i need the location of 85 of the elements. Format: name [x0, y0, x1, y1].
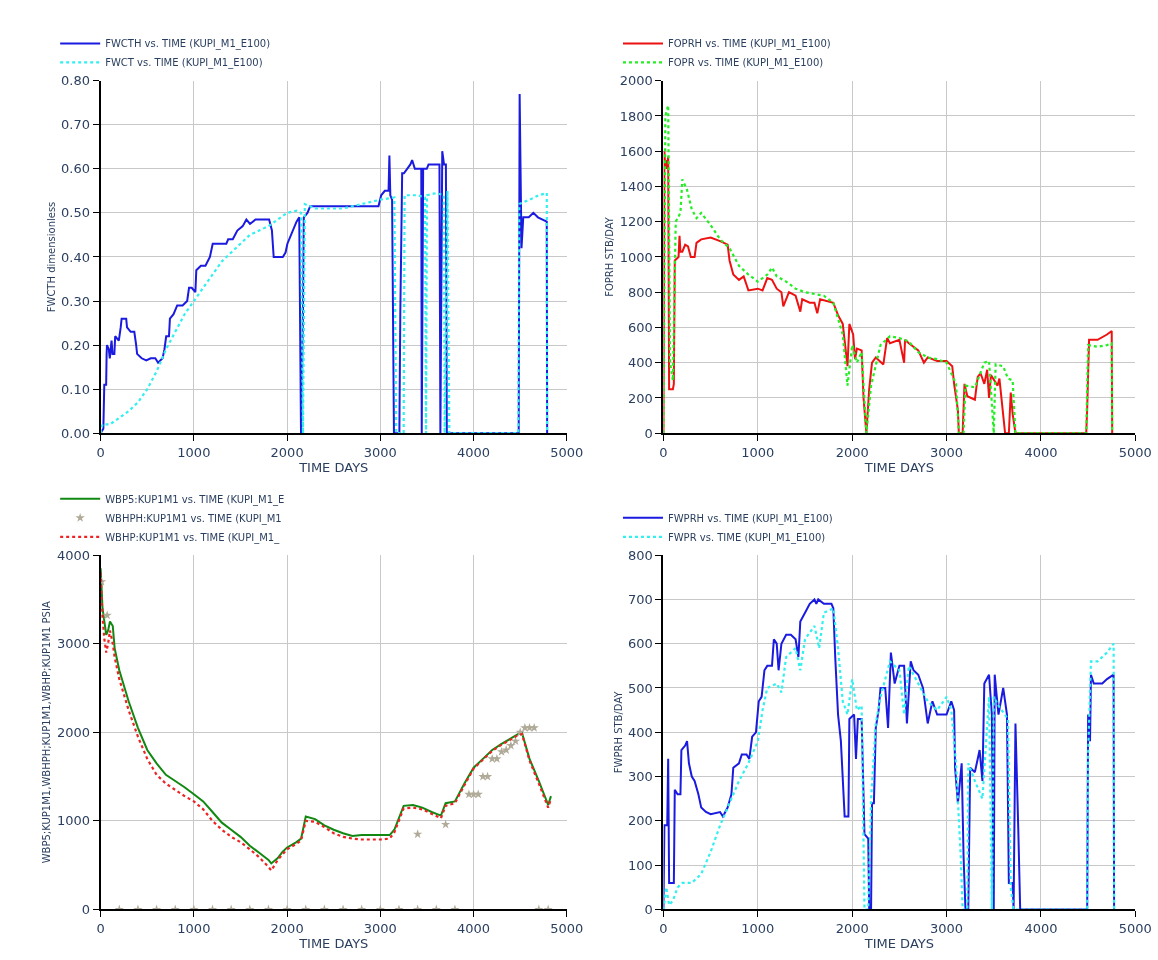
x-axis-title: TIME DAYS — [298, 936, 369, 952]
x-tick-label: 2000 — [270, 921, 304, 937]
x-tick-label: 2000 — [270, 444, 304, 460]
x-tick-label: 1000 — [741, 444, 775, 460]
legend-label: FWCT vs. TIME (KUPI_M1_E100) — [105, 57, 263, 70]
legend-label: WBP5:KUP1M1 vs. TIME (KUPI_M1_E — [105, 493, 285, 506]
point — [506, 740, 516, 750]
point — [102, 610, 112, 620]
line-series — [100, 189, 549, 434]
y-tick-label: 0.10 — [61, 381, 91, 397]
y-axis-title: FOPRH STB/DAY — [604, 216, 616, 297]
y-tick-label: 300 — [628, 769, 653, 785]
x-tick-label: 4000 — [1024, 921, 1058, 937]
y-tick-label: 0 — [644, 902, 653, 918]
y-axis-title: FWCTH dimensionless — [45, 201, 57, 313]
y-tick-label: 400 — [628, 724, 653, 740]
x-axis-title: TIME DAYS — [298, 459, 369, 475]
y-tick-label: 1400 — [619, 179, 653, 195]
y-tick-label: 1800 — [619, 108, 653, 124]
y-tick-label: 2000 — [619, 73, 653, 89]
x-tick-label: 5000 — [1118, 444, 1152, 460]
legend-label: FWCTH vs. TIME (KUPI_M1_E100) — [105, 38, 271, 51]
x-tick-label: 3000 — [363, 444, 397, 460]
x-tick-label: 4000 — [457, 921, 491, 937]
y-tick-label: 2000 — [56, 724, 91, 740]
legend-label: FWPRH vs. TIME (KUPI_M1_E100) — [667, 512, 833, 525]
y-axis-title: WBP5;KUP1M1,WBHPH;KUP1M1,WBHP;KUP1M1 PSIA — [41, 601, 53, 864]
point — [529, 722, 539, 732]
point — [440, 819, 451, 829]
x-tick-label: 3000 — [363, 921, 397, 937]
y-tick-label: 400 — [628, 355, 653, 371]
y-tick-label: 0.40 — [61, 249, 91, 265]
y-tick-label: 700 — [628, 591, 653, 607]
legend-label: WBHP:KUP1M1 vs. TIME (KUPI_M1_ — [105, 531, 281, 544]
x-tick-label: 5000 — [550, 444, 584, 460]
y-tick-label: 1600 — [619, 143, 653, 159]
legend-label: WBHPH:KUP1M1 vs. TIME (KUPI_M1 — [105, 512, 282, 525]
point — [501, 745, 511, 754]
x-axis-title: TIME DAYS — [863, 936, 934, 952]
y-tick-label: 0 — [81, 902, 91, 918]
y-tick-label: 800 — [628, 547, 653, 563]
y-tick-label: 200 — [628, 813, 653, 829]
y-tick-label: 1200 — [619, 214, 653, 230]
x-tick-label: 1000 — [177, 444, 211, 460]
y-tick-label: 0.70 — [61, 117, 91, 133]
y-tick-label: 800 — [628, 284, 653, 300]
y-tick-label: 0.60 — [61, 161, 91, 177]
x-tick-label: 5000 — [550, 921, 584, 937]
x-tick-label: 0 — [96, 921, 105, 937]
y-tick-label: 4000 — [56, 547, 91, 563]
y-axis-title: FWPRH STB/DAY — [612, 690, 624, 774]
x-axis-title: TIME DAYS — [863, 459, 934, 475]
line-series — [100, 92, 549, 434]
y-tick-label: 600 — [628, 320, 653, 335]
y-tick-label: 1000 — [56, 813, 91, 829]
x-tick-label: 0 — [96, 444, 105, 460]
y-tick-label: 0.80 — [61, 73, 91, 89]
point — [510, 736, 521, 746]
legend-label: FOPRH vs. TIME (KUPI_M1_E100) — [667, 38, 831, 51]
x-tick-label: 2000 — [835, 921, 869, 937]
x-tick-label: 4000 — [457, 444, 491, 460]
y-tick-label: 600 — [628, 636, 653, 652]
x-tick-label: 0 — [659, 921, 668, 937]
y-tick-label: 0.00 — [61, 425, 91, 441]
legend-label: FOPR vs. TIME (KUPI_M1_E100) — [667, 57, 824, 70]
x-tick-label: 2000 — [835, 444, 869, 460]
x-tick-label: 4000 — [1024, 444, 1058, 460]
y-tick-label: 1000 — [619, 249, 653, 265]
y-tick-label: 500 — [628, 680, 653, 696]
point — [473, 789, 483, 799]
y-tick-label: 3000 — [56, 636, 91, 652]
y-tick-label: 0.20 — [61, 337, 91, 353]
x-tick-label: 5000 — [1118, 921, 1152, 937]
y-tick-label: 100 — [628, 857, 653, 873]
y-tick-label: 0.50 — [61, 205, 91, 221]
point — [492, 753, 502, 763]
y-tick-label: 0.30 — [61, 293, 91, 309]
x-tick-label: 0 — [659, 444, 668, 460]
y-tick-label: 0 — [644, 425, 653, 441]
x-tick-label: 1000 — [177, 921, 211, 937]
y-tick-label: 200 — [628, 390, 653, 406]
x-tick-label: 1000 — [741, 921, 775, 937]
x-tick-label: 3000 — [930, 921, 964, 937]
legend-label: FWPR vs. TIME (KUPI_M1_E100) — [667, 531, 826, 544]
x-tick-label: 3000 — [930, 444, 964, 460]
